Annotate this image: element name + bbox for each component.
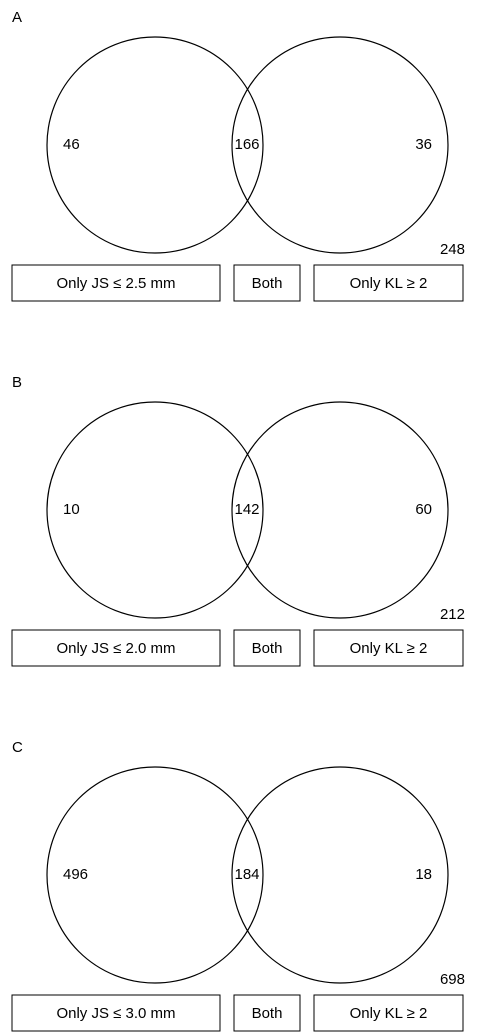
total-count: 248 (440, 241, 465, 258)
left-count: 496 (63, 866, 88, 883)
venn-circle (46, 766, 264, 984)
venn-circle (46, 401, 264, 619)
legend-label: Only KL ≥ 2 (350, 640, 428, 657)
legend-label: Only JS ≤ 2.0 mm (56, 640, 175, 657)
panel-label: A (12, 9, 22, 26)
legend-label: Both (252, 275, 283, 292)
legend-label: Only KL ≥ 2 (350, 275, 428, 292)
legend-box (233, 629, 301, 667)
left-count: 46 (63, 136, 80, 153)
venn-circle (231, 401, 449, 619)
panel-label: B (12, 374, 22, 391)
right-count: 18 (415, 866, 432, 883)
panel-label: C (12, 739, 23, 756)
legend-label: Only KL ≥ 2 (350, 1005, 428, 1022)
left-count: 10 (63, 501, 80, 518)
both-count: 166 (234, 136, 259, 153)
venn-circle (231, 766, 449, 984)
legend-label: Only JS ≤ 2.5 mm (56, 275, 175, 292)
legend-box (11, 629, 221, 667)
legend-box (233, 994, 301, 1032)
venn-circle (46, 36, 264, 254)
legend-label: Both (252, 1005, 283, 1022)
total-count: 698 (440, 971, 465, 988)
legend-box (11, 264, 221, 302)
legend-box (313, 994, 464, 1032)
total-count: 212 (440, 606, 465, 623)
right-count: 36 (415, 136, 432, 153)
right-count: 60 (415, 501, 432, 518)
legend-label: Both (252, 640, 283, 657)
legend-box (233, 264, 301, 302)
legend-box (11, 994, 221, 1032)
legend-label: Only JS ≤ 3.0 mm (56, 1005, 175, 1022)
venn-circle (231, 36, 449, 254)
legend-box (313, 264, 464, 302)
both-count: 184 (234, 866, 259, 883)
both-count: 142 (234, 501, 259, 518)
legend-box (313, 629, 464, 667)
